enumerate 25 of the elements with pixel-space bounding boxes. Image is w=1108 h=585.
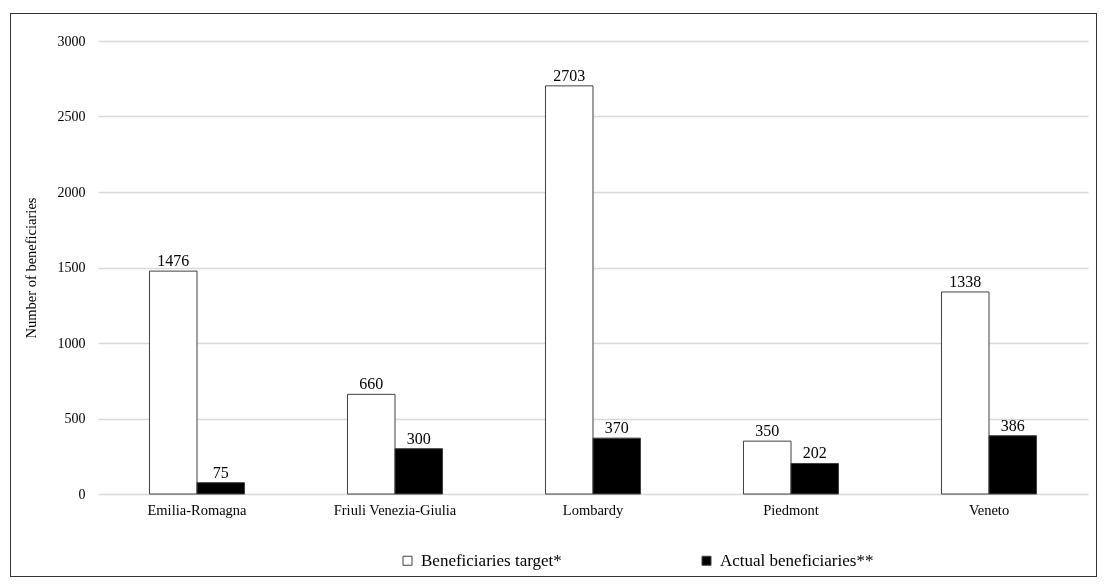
y-tick-label: 2500 [57, 109, 86, 124]
data-label: 660 [359, 375, 384, 393]
data-label: 75 [212, 463, 229, 481]
y-tick-label: 3000 [57, 33, 86, 49]
data-label: 202 [802, 444, 827, 462]
legend-label: Actual beneficiaries** [720, 550, 874, 570]
y-tick-label: 1500 [57, 260, 86, 275]
x-tick-label: Friuli Venezia-Giulia [333, 501, 457, 518]
y-tick-label: 2000 [57, 184, 86, 200]
x-tick-label: Piedmont [763, 501, 819, 518]
legend-label: Beneficiaries target* [421, 550, 562, 570]
data-label: 370 [604, 419, 629, 437]
data-label: 300 [406, 429, 431, 447]
data-label: 1476 [157, 252, 190, 270]
y-tick-label: 0 [78, 486, 86, 502]
y-tick-label: 500 [64, 411, 86, 426]
data-label: 350 [755, 422, 780, 440]
x-tick-label: Emilia-Romagna [147, 501, 248, 518]
data-label: 2703 [553, 66, 586, 84]
data-label: 386 [1000, 416, 1025, 434]
y-tick-label: 1000 [57, 335, 86, 351]
y-axis-title: Number of beneficiaries [22, 197, 39, 339]
data-label: 1338 [949, 272, 982, 290]
x-tick-label: Lombardy [562, 501, 624, 518]
x-tick-label: Veneto [968, 501, 1010, 518]
